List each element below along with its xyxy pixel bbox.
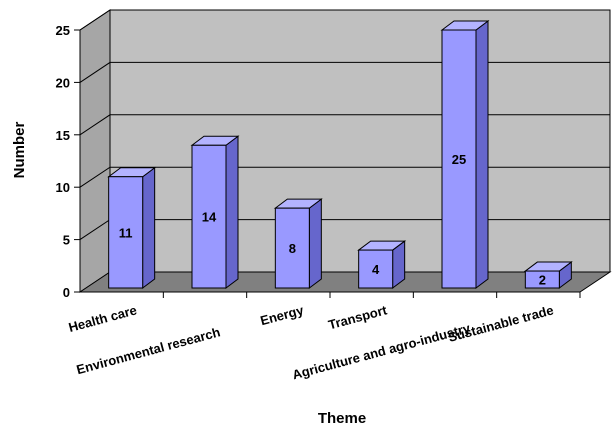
data-label: 25 <box>452 152 466 167</box>
bar-side <box>308 198 322 289</box>
x-category-label: Agriculture and agro-industry <box>291 320 473 382</box>
bar-front <box>441 29 477 289</box>
y-tick-label: 20 <box>56 75 70 90</box>
y-tick-label: 10 <box>56 180 70 195</box>
data-label: 14 <box>202 210 217 225</box>
data-label: 4 <box>372 262 380 277</box>
bar-side <box>142 166 156 289</box>
bar-side <box>475 20 489 289</box>
bar: 14 <box>190 135 240 289</box>
y-tick-label: 25 <box>56 23 70 38</box>
bar: 11 <box>107 166 157 289</box>
y-tick-label: 0 <box>63 285 70 300</box>
bar-front <box>358 249 394 289</box>
bar-front <box>274 207 310 289</box>
data-label: 11 <box>119 225 133 240</box>
x-category-label: Health care <box>67 302 139 335</box>
y-tick-label: 15 <box>56 128 70 143</box>
x-category-label: Transport <box>327 302 389 332</box>
y-tick-label: 5 <box>63 233 70 248</box>
x-category-label: Environmental research <box>75 324 222 377</box>
x-axis-title: Theme <box>318 410 366 427</box>
bars: 11 14 8 4 25 2 <box>107 20 573 289</box>
bar-front <box>191 144 227 289</box>
bar: 8 <box>273 198 323 289</box>
gridline <box>79 9 610 31</box>
bar: 4 <box>357 240 407 289</box>
bar: 2 <box>523 261 573 289</box>
back-wall <box>109 9 611 273</box>
data-label: 2 <box>539 273 546 288</box>
x-category-label: Energy <box>259 302 306 328</box>
bar-front <box>108 176 144 289</box>
chart-walls <box>78 9 612 293</box>
y-axis-ticks: 0 5 10 15 20 25 <box>56 23 81 300</box>
bar: 25 <box>440 20 490 289</box>
data-label: 8 <box>289 241 296 256</box>
y-axis-title: Number <box>11 122 28 179</box>
bar-side <box>225 135 239 289</box>
bar-front <box>524 270 560 289</box>
side-wall <box>79 9 111 293</box>
